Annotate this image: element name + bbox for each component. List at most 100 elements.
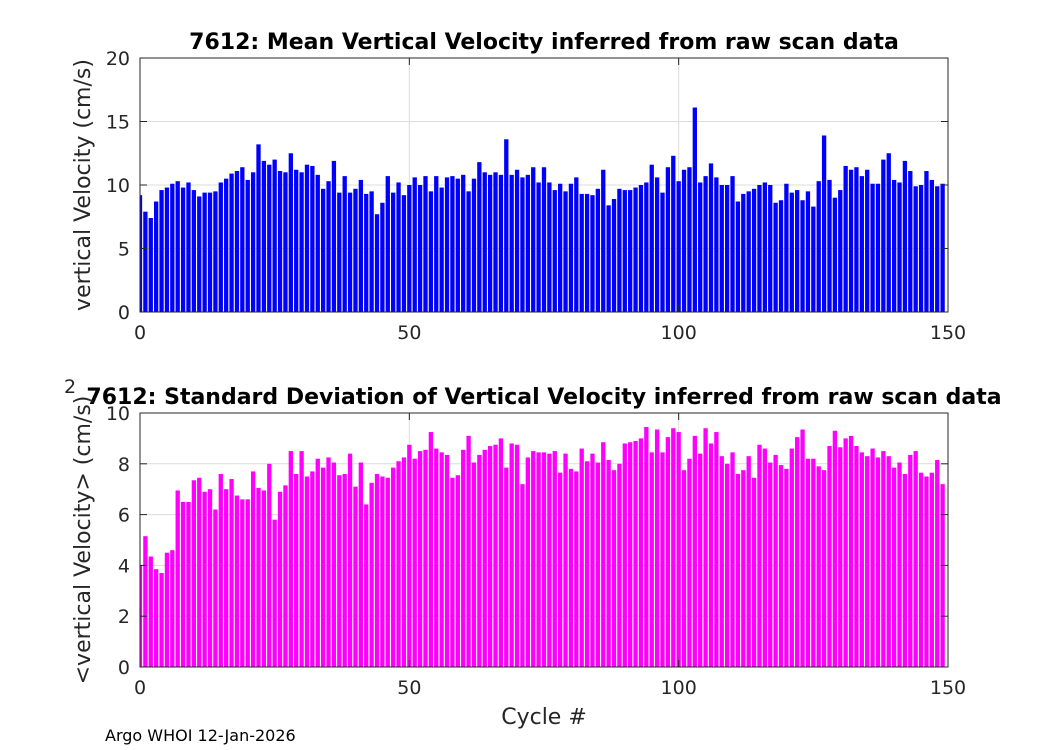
- mean-velocity-bar: [714, 177, 719, 312]
- mean-velocity-bar: [730, 176, 735, 312]
- std-velocity-bar: [423, 449, 428, 667]
- std-velocity-bar: [310, 471, 315, 667]
- std-velocity-bar: [224, 489, 229, 667]
- mean-velocity-bar: [918, 185, 924, 312]
- std-velocity-bar: [805, 458, 811, 667]
- mean-velocity-bar: [773, 202, 778, 312]
- mean-velocity-bar: [784, 183, 789, 312]
- mean-velocity-bar: [525, 174, 530, 312]
- mean-velocity-bar: [897, 182, 902, 312]
- mean-velocity-bar: [622, 190, 627, 312]
- mean-velocity-bar: [487, 174, 493, 312]
- std-velocity-bar: [757, 444, 762, 667]
- std-velocity-bar: [816, 466, 821, 667]
- mean-velocity-bar: [358, 179, 364, 312]
- std-velocity-bar: [347, 453, 353, 667]
- std-velocity-bar: [795, 437, 800, 667]
- std-velocity-bar: [584, 461, 590, 667]
- std-velocity-bar: [191, 480, 197, 667]
- mean-velocity-ylabel: vertical Velocity (cm/s): [71, 59, 96, 311]
- mean-velocity-bar: [757, 185, 762, 312]
- std-velocity-bar: [536, 452, 541, 667]
- std-velocity-bar: [724, 463, 730, 667]
- mean-velocity-bar: [617, 188, 622, 312]
- mean-velocity-ticks: 0 50 100 150 0 5 10 15 20: [106, 48, 966, 344]
- std-velocity-bar: [762, 448, 768, 667]
- mean-velocity-bar: [590, 195, 595, 312]
- mean-velocity-bar: [504, 139, 509, 312]
- mean-velocity-xtick-label: 50: [397, 322, 421, 344]
- std-velocity-bar: [283, 485, 288, 667]
- mean-velocity-bar: [558, 183, 563, 312]
- std-velocity-xtick-label: 0: [134, 677, 146, 699]
- std-velocity-bar: [859, 452, 864, 667]
- std-velocity-bar: [897, 462, 902, 667]
- mean-velocity-bar: [536, 182, 541, 312]
- std-velocity-bar: [541, 452, 547, 667]
- std-velocity-bar: [891, 467, 897, 667]
- std-velocity-bar: [407, 444, 412, 667]
- std-velocity-bar: [364, 504, 369, 667]
- std-velocity-bar: [299, 451, 304, 667]
- mean-velocity-bar: [482, 172, 487, 312]
- std-velocity-bar: [751, 477, 757, 667]
- mean-velocity-bar: [283, 172, 288, 312]
- mean-velocity-bar: [843, 165, 848, 312]
- mean-velocity-bar: [229, 173, 234, 312]
- std-velocity-bar: [466, 435, 471, 667]
- mean-velocity-bar: [175, 181, 180, 312]
- mean-velocity-bar: [434, 176, 439, 312]
- mean-velocity-bar: [708, 163, 714, 312]
- std-velocity-bar: [261, 490, 267, 667]
- std-velocity-bar: [676, 432, 681, 667]
- std-velocity-bar: [692, 435, 697, 667]
- std-velocity-bar: [595, 462, 601, 667]
- mean-velocity-bar: [584, 193, 590, 312]
- std-velocity-ytick-label: 0: [118, 657, 130, 679]
- std-velocity-ytick-label: 8: [118, 454, 130, 476]
- mean-velocity-bar: [935, 186, 940, 312]
- std-velocity-bar: [369, 482, 374, 667]
- std-velocity-bar: [391, 467, 396, 667]
- std-velocity-bar: [207, 489, 213, 667]
- std-velocity-bar: [606, 459, 611, 667]
- mean-velocity-bar: [660, 192, 665, 312]
- mean-velocity-ytick-label: 10: [106, 175, 130, 197]
- std-velocity-bar: [714, 432, 719, 667]
- std-velocity-bar: [143, 536, 148, 667]
- mean-velocity-bar: [827, 179, 832, 312]
- mean-velocity-bar: [687, 167, 692, 312]
- std-velocity-bar: [154, 569, 159, 667]
- std-velocity-bar: [385, 477, 390, 667]
- mean-velocity-bar: [638, 185, 644, 312]
- mean-velocity-bar: [417, 185, 423, 312]
- std-velocity-bar: [574, 471, 579, 667]
- std-velocity-bar: [778, 465, 784, 667]
- mean-velocity-bar: [401, 195, 407, 312]
- mean-velocity-bar: [595, 188, 601, 312]
- std-velocity-bar: [784, 468, 789, 667]
- mean-velocity-bar: [213, 191, 218, 312]
- std-velocity-bar: [886, 456, 891, 667]
- std-velocity-bar: [811, 458, 816, 667]
- mean-velocity-bar: [568, 183, 574, 312]
- std-velocity-bar: [240, 499, 245, 667]
- mean-velocity-xtick-label: 100: [661, 322, 697, 344]
- std-velocity-bar: [746, 456, 751, 667]
- mean-velocity-bar: [649, 164, 654, 312]
- mean-velocity-bar: [186, 182, 191, 312]
- mean-velocity-bar: [531, 167, 536, 312]
- std-velocity-bar: [703, 428, 708, 667]
- mean-velocity-bar: [816, 181, 821, 312]
- mean-velocity-ytick-label: 15: [106, 112, 130, 134]
- mean-velocity-bar: [342, 176, 347, 312]
- std-velocity-bar: [337, 475, 342, 667]
- mean-velocity-bar: [746, 191, 751, 312]
- std-velocity-bar: [838, 447, 843, 667]
- mean-velocity-bar: [929, 179, 934, 312]
- std-velocity-bar: [719, 456, 724, 667]
- std-velocity-bar: [315, 458, 320, 667]
- mean-velocity-bar: [197, 196, 202, 312]
- std-velocity-bar: [272, 519, 277, 667]
- std-velocity-bar: [267, 463, 272, 667]
